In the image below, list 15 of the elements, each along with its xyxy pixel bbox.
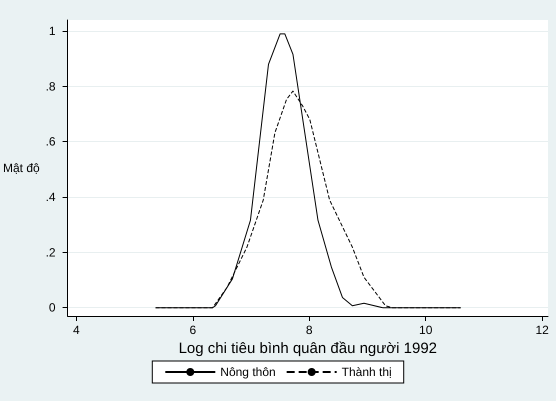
x-tick-label: 6 — [189, 323, 196, 337]
y-tick-label: .2 — [46, 245, 56, 260]
x-tick-label: 8 — [306, 323, 313, 337]
x-tick-label: 4 — [72, 323, 80, 337]
y-axis-title: Mật độ — [3, 161, 40, 175]
legend-label: Nông thôn — [220, 365, 276, 379]
y-tick-label: 1 — [48, 24, 56, 38]
x-tick-label: 12 — [535, 323, 550, 337]
legend-label: Thành thị — [342, 365, 392, 379]
y-tick-label: 0 — [48, 300, 56, 315]
y-tick-label: .8 — [46, 79, 56, 94]
x-tick-label: 10 — [419, 323, 433, 337]
x-axis-title: Log chi tiêu bình quân đầu người 1992 — [178, 340, 438, 357]
y-tick-label: .4 — [46, 190, 56, 204]
y-tick-label: .6 — [46, 134, 56, 149]
